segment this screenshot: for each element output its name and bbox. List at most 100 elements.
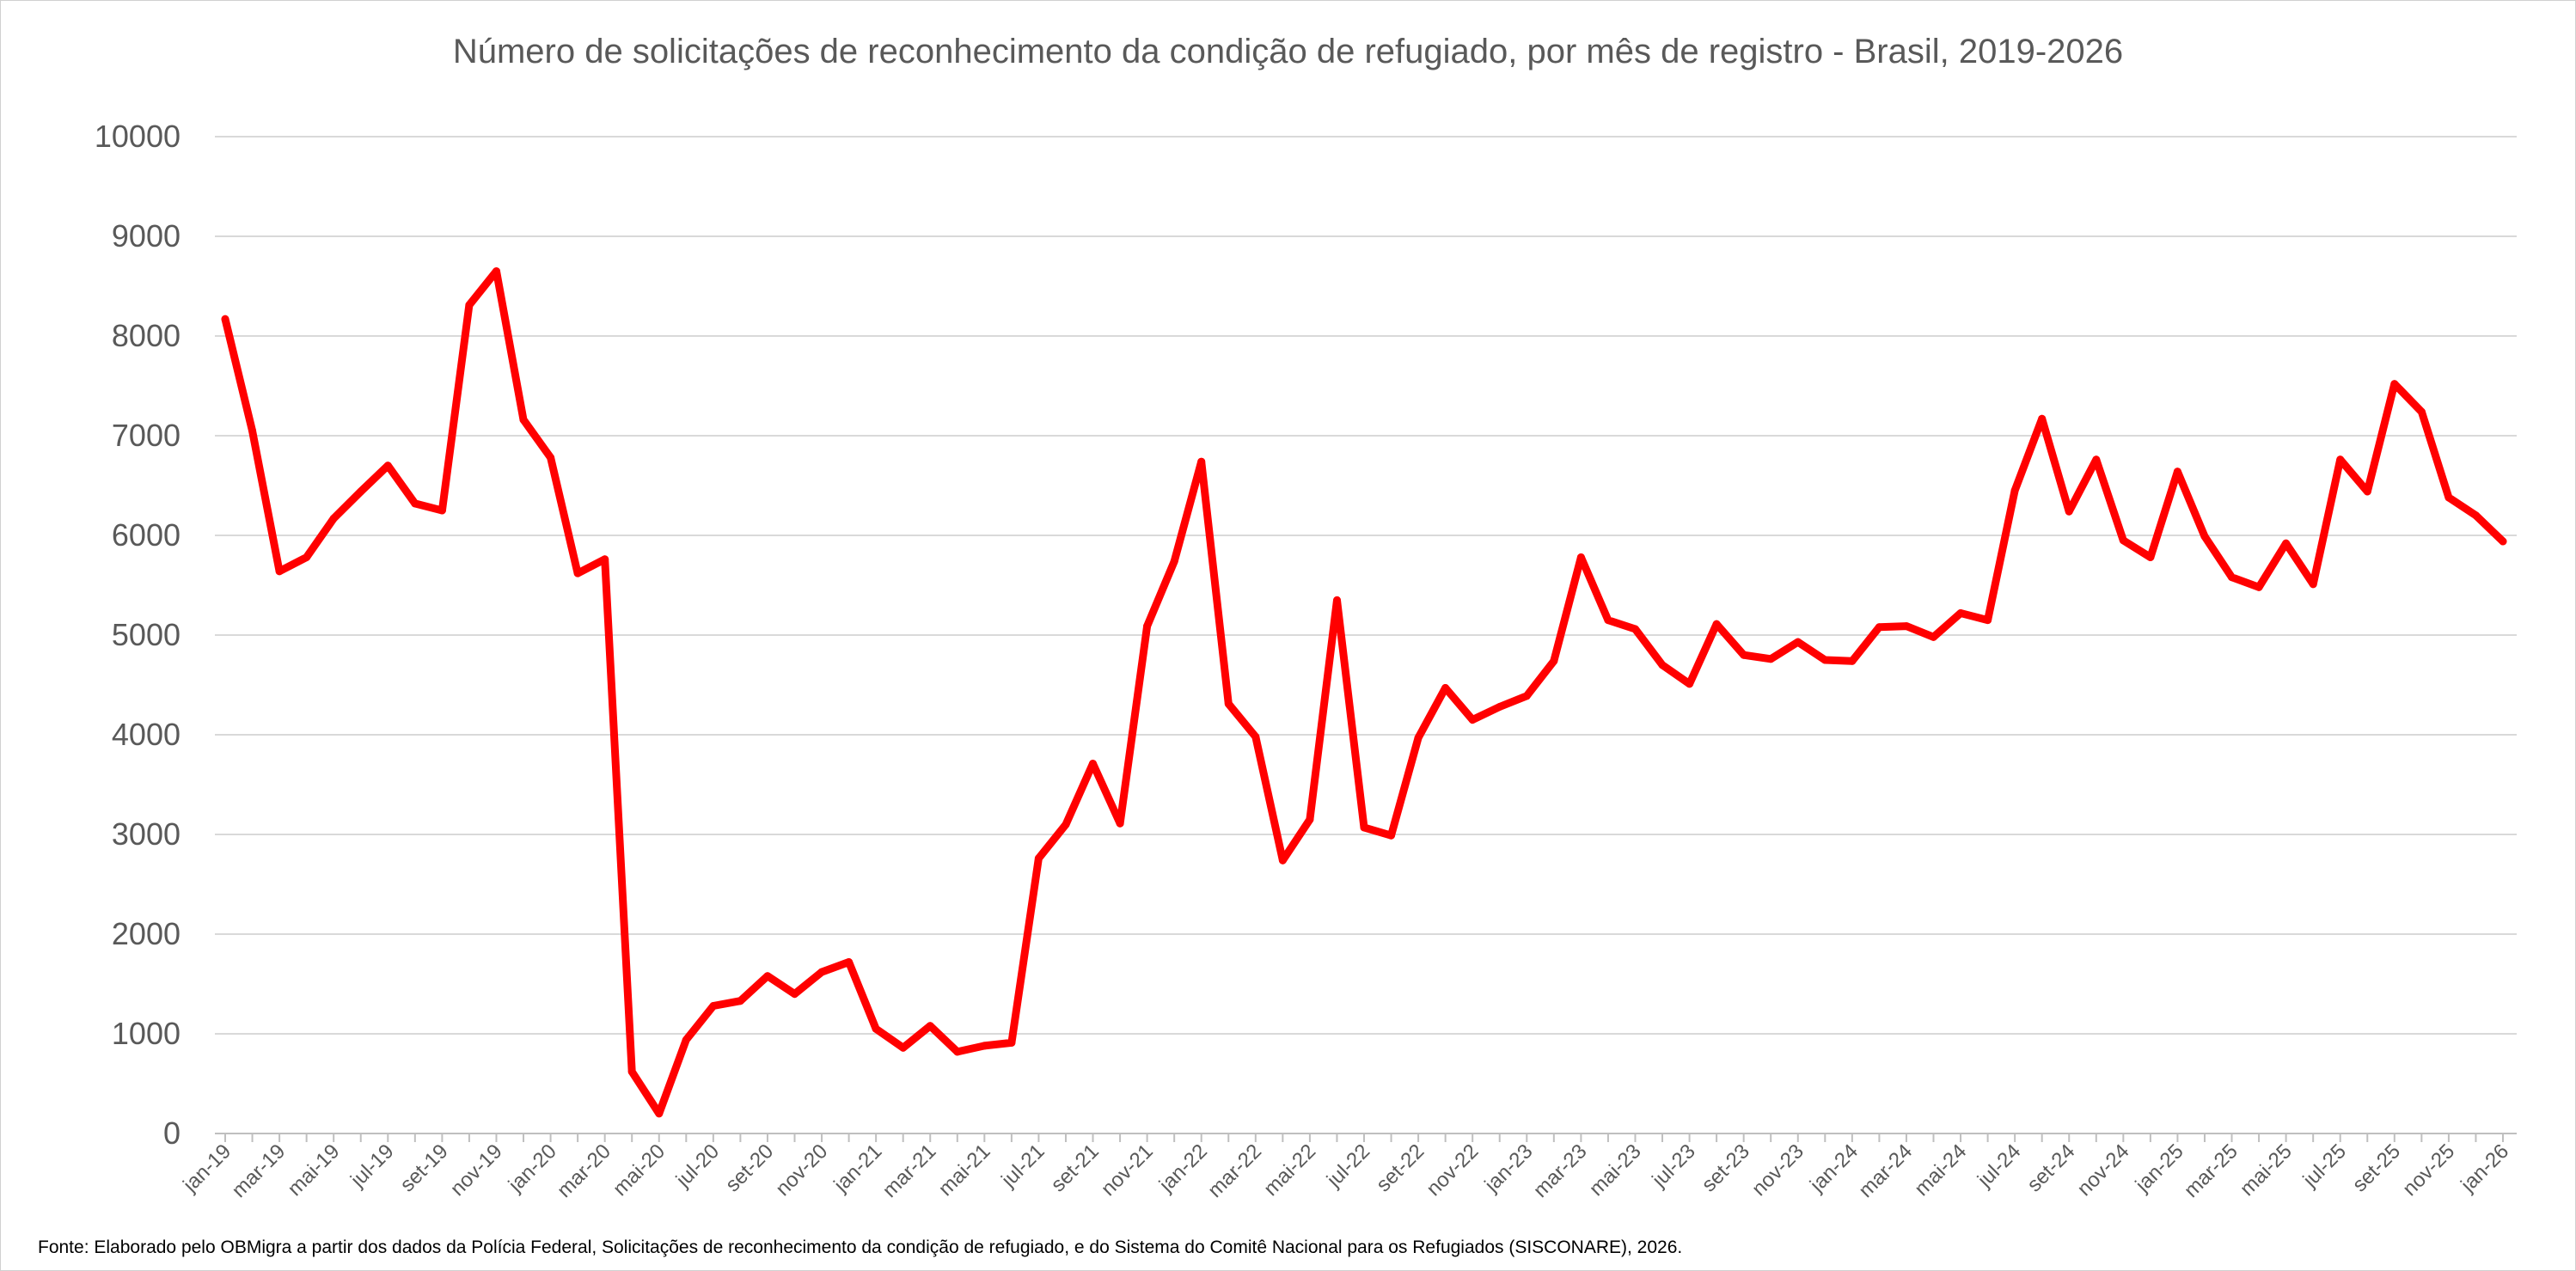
- data-point: [1820, 656, 1829, 664]
- data-point: [547, 454, 555, 461]
- data-point: [2390, 380, 2399, 388]
- data-point: [275, 567, 284, 576]
- data-point: [1387, 831, 1395, 840]
- data-point: [221, 315, 229, 323]
- data-point: [2228, 573, 2236, 582]
- data-point: [953, 1048, 962, 1056]
- data-point: [1414, 734, 1423, 742]
- data-point: [1089, 760, 1097, 768]
- data-point: [1658, 661, 1667, 669]
- data-point: [1712, 620, 1721, 628]
- data-point: [2065, 507, 2073, 516]
- x-tick-label: mar-25: [2180, 1140, 2243, 1202]
- data-point: [2173, 467, 2181, 476]
- data-point: [926, 1022, 934, 1030]
- data-point: [248, 426, 256, 435]
- x-tick-label: nov-22: [1422, 1140, 1483, 1201]
- data-point: [1631, 625, 1639, 633]
- data-point: [2309, 580, 2317, 589]
- x-tick-label: set-19: [395, 1140, 452, 1196]
- y-tick-label: 5000: [112, 617, 181, 652]
- gridlines: [215, 136, 2517, 1035]
- y-tick-label: 1000: [112, 1016, 181, 1051]
- data-point: [736, 997, 744, 1005]
- x-tick-label: jan-24: [1805, 1140, 1863, 1197]
- data-point: [1007, 1038, 1016, 1047]
- x-tick-label: mar-22: [1203, 1140, 1266, 1202]
- data-point: [1251, 732, 1260, 741]
- x-tick-label: nov-25: [2398, 1140, 2459, 1201]
- data-point: [1034, 854, 1043, 863]
- x-tick-label: nov-23: [1747, 1140, 1808, 1201]
- series-line: [221, 267, 2507, 1118]
- x-tick-label: mai-21: [934, 1140, 995, 1201]
- data-point: [2038, 414, 2047, 423]
- x-tick-label: jul-20: [671, 1140, 724, 1192]
- x-tick-label: mar-20: [553, 1140, 615, 1202]
- data-point: [627, 1067, 636, 1076]
- data-point: [493, 267, 500, 276]
- data-point: [2092, 455, 2101, 464]
- data-point: [1197, 457, 1206, 466]
- data-point: [2336, 455, 2345, 464]
- x-tick-label: nov-20: [771, 1140, 832, 1201]
- y-tick-label: 3000: [112, 816, 181, 852]
- x-tick-label: mar-21: [878, 1140, 941, 1202]
- x-tick-label: set-20: [721, 1140, 778, 1196]
- x-tick-label: mai-24: [1910, 1140, 1971, 1201]
- data-point: [303, 553, 311, 561]
- y-tick-label: 10000: [95, 119, 181, 154]
- x-tick-label: jul-23: [1648, 1140, 1700, 1192]
- data-point: [2363, 487, 2371, 496]
- x-tick-label: nov-21: [1097, 1140, 1158, 1201]
- x-tick-label: mai-25: [2236, 1140, 2297, 1201]
- data-point: [2010, 486, 2019, 495]
- data-point: [655, 1109, 664, 1118]
- data-point: [1170, 557, 1178, 565]
- data-point: [465, 301, 474, 309]
- data-point: [1604, 616, 1612, 625]
- x-tick-label: mar-23: [1529, 1140, 1592, 1202]
- data-point: [411, 499, 419, 508]
- data-point: [817, 968, 826, 976]
- x-tick-label: nov-19: [446, 1140, 507, 1201]
- data-point: [1441, 684, 1450, 692]
- data-point: [2444, 493, 2453, 502]
- data-point: [1278, 856, 1287, 865]
- x-tick-label: jan-21: [829, 1140, 886, 1197]
- data-point: [1902, 622, 1911, 631]
- x-tick-label: jan-23: [1480, 1140, 1538, 1197]
- data-point: [2417, 407, 2426, 416]
- data-point: [601, 555, 609, 564]
- data-point: [1143, 622, 1152, 631]
- x-tick-label: mai-22: [1259, 1140, 1320, 1201]
- x-tick-label: jan-20: [504, 1140, 561, 1197]
- data-point: [1062, 820, 1070, 828]
- data-point: [980, 1042, 988, 1050]
- x-tick-label: set-23: [1698, 1140, 1754, 1196]
- data-point: [1496, 703, 1504, 711]
- x-tick-label: jan-22: [1154, 1140, 1212, 1197]
- data-point: [1306, 816, 1314, 824]
- source-footnote: Fonte: Elaborado pelo OBMigra a partir d…: [38, 1237, 1683, 1257]
- data-point: [383, 461, 392, 470]
- x-tick-label: jul-25: [2298, 1140, 2351, 1192]
- x-tick-label: jan-19: [178, 1140, 236, 1197]
- data-point: [1224, 700, 1233, 708]
- data-point: [1930, 632, 1937, 641]
- x-tick-label: mar-24: [1854, 1140, 1917, 1202]
- data-point: [519, 415, 528, 424]
- data-point: [899, 1043, 908, 1052]
- x-tick-label: jan-26: [2456, 1140, 2513, 1197]
- data-point: [845, 958, 854, 966]
- x-tick-label: jul-19: [346, 1140, 398, 1192]
- data-point: [1875, 623, 1883, 632]
- data-point: [709, 1002, 718, 1010]
- data-point: [329, 514, 338, 522]
- data-point: [2119, 536, 2127, 545]
- series-layer: [221, 267, 2507, 1118]
- data-point: [1956, 609, 1965, 617]
- data-point: [1576, 553, 1585, 561]
- y-tick-label: 9000: [112, 218, 181, 254]
